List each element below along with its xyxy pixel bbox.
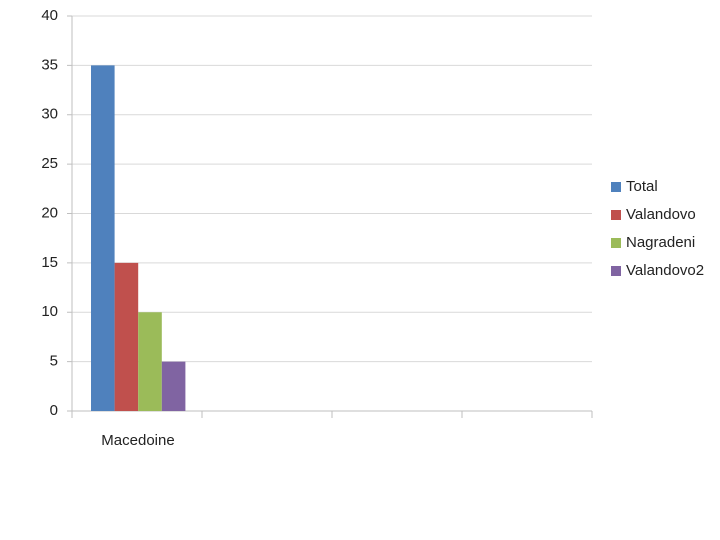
y-tick-label: 10 (41, 303, 58, 320)
y-tick-label: 35 (41, 56, 58, 73)
legend-swatch (611, 210, 621, 220)
legend-label: Nagradeni (626, 234, 695, 251)
y-tick-label: 15 (41, 254, 58, 271)
legend-swatch (611, 266, 621, 276)
legend-label: Total (626, 178, 658, 195)
legend-label: Valandovo2 (626, 262, 704, 279)
y-tick-label: 25 (41, 155, 58, 172)
bar (114, 262, 139, 411)
y-tick-label: 5 (50, 353, 58, 370)
y-tick-label: 30 (41, 106, 58, 123)
bar (138, 312, 162, 411)
x-tick-label: Macedoine (101, 432, 174, 449)
legend-swatch (611, 182, 621, 192)
y-tick-label: 20 (41, 204, 58, 221)
y-tick-label: 0 (50, 402, 58, 419)
bar (161, 361, 186, 411)
bar (91, 65, 115, 411)
legend-swatch (611, 238, 621, 248)
legend-label: Valandovo (626, 206, 696, 223)
y-tick-label: 40 (41, 7, 58, 24)
